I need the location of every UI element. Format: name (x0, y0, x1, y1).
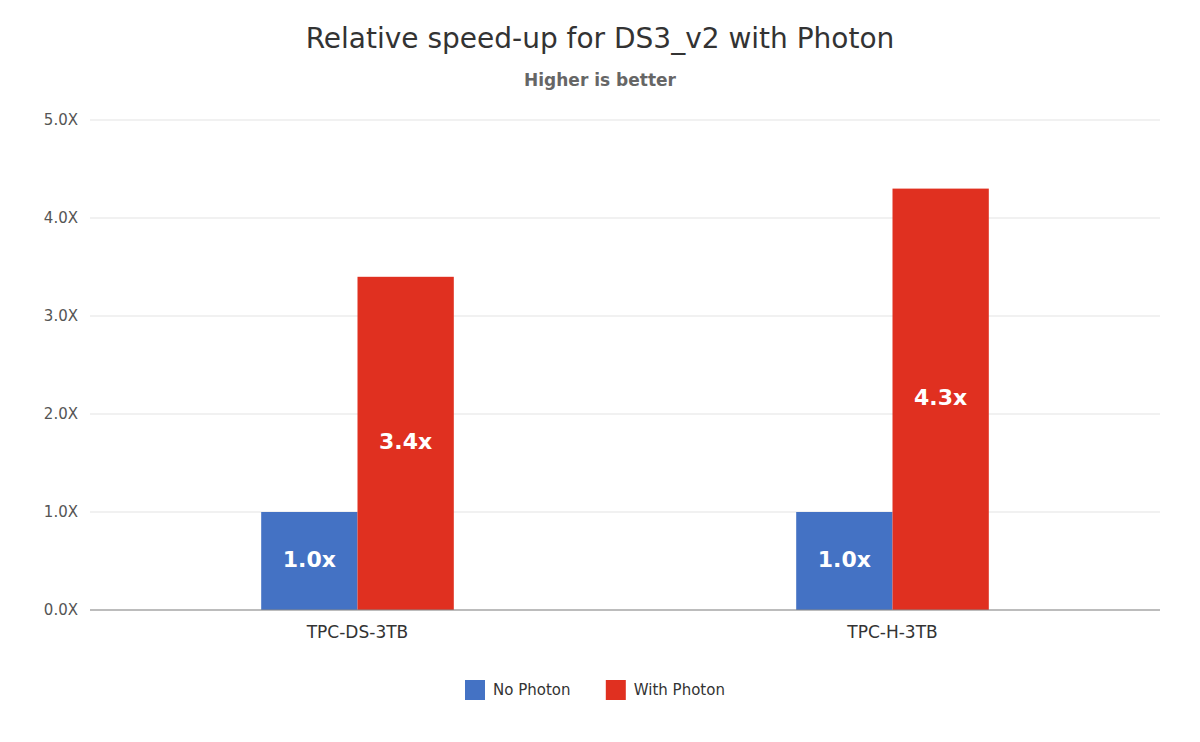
chart: Relative speed-up for DS3_v2 with Photon… (0, 0, 1200, 742)
x-tick-label: TPC-H-3TB (846, 622, 937, 642)
bar (796, 512, 892, 610)
x-tick-label: TPC-DS-3TB (306, 622, 409, 642)
grid-line (90, 120, 1160, 121)
data-label: 1.0x (283, 547, 336, 572)
grid-line (90, 610, 1160, 611)
legend-swatch (606, 680, 626, 700)
y-tick-label: 1.0X (44, 503, 78, 521)
y-tick-label: 3.0X (44, 307, 78, 325)
y-tick-label: 0.0X (44, 601, 78, 619)
grid-line (90, 414, 1160, 415)
y-tick-label: 2.0X (44, 405, 78, 423)
subtitle: Higher is better (524, 70, 677, 90)
x-axis: TPC-DS-3TB TPC-H-3TB (306, 622, 938, 642)
grid-line (90, 316, 1160, 317)
bar (893, 189, 989, 610)
legend-swatch (465, 680, 485, 700)
data-label: 3.4x (379, 429, 432, 454)
y-axis: 0.0X 1.0X 2.0X 3.0X 4.0X 5.0X (44, 111, 1160, 619)
data-label: 4.3x (914, 385, 967, 410)
y-tick-label: 5.0X (44, 111, 78, 129)
bars (261, 189, 989, 610)
legend-label: No Photon (493, 681, 570, 699)
grid-line (90, 218, 1160, 219)
legend: No Photon With Photon (465, 680, 725, 700)
legend-label: With Photon (634, 681, 725, 699)
data-label: 1.0x (818, 547, 871, 572)
title: Relative speed-up for DS3_v2 with Photon (306, 22, 895, 55)
bar (358, 277, 454, 610)
grid-line (90, 512, 1160, 513)
bar (261, 512, 357, 610)
x-axis-line (90, 609, 1160, 610)
y-tick-label: 4.0X (44, 209, 78, 227)
data-labels: 1.0x 1.0x 3.4x 4.3x (283, 385, 967, 572)
